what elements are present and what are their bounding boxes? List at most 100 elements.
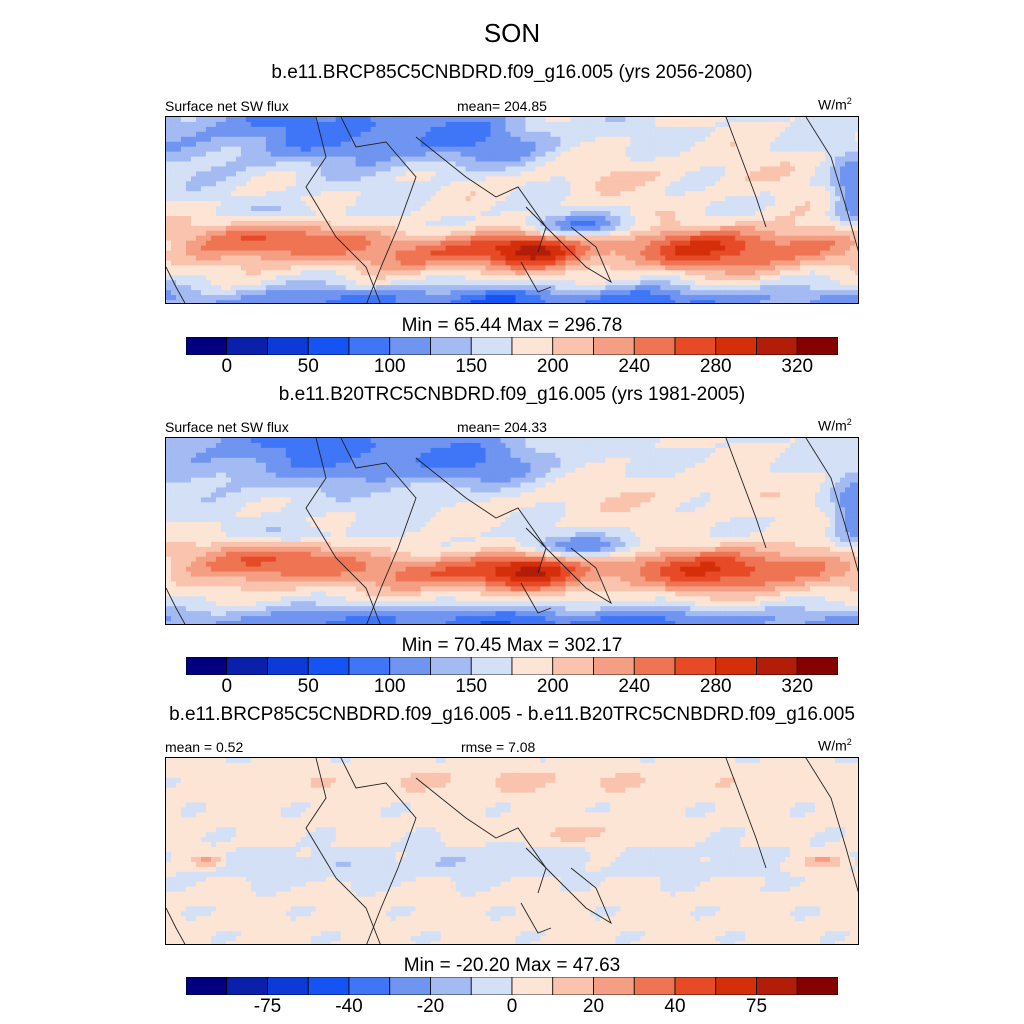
colorbar-swatch xyxy=(389,336,431,356)
colorbar-swatch xyxy=(185,336,228,356)
colorbar-swatch xyxy=(715,976,757,996)
panel2-units: W/m2 xyxy=(818,417,852,434)
colorbar-swatch xyxy=(307,656,350,676)
colorbar-swatch xyxy=(389,976,431,996)
panel3-mean-label: mean = 0.52 xyxy=(165,739,244,755)
panel1-left-label: Surface net SW flux xyxy=(165,98,289,114)
colorbar-swatch xyxy=(185,656,228,676)
panel2-case-title: b.e11.B20TRC5CNBDRD.f09_g16.005 (yrs 198… xyxy=(278,384,746,405)
colorbar-swatch xyxy=(756,976,798,996)
colorbar-swatch xyxy=(470,656,513,676)
panel2-left-label: Surface net SW flux xyxy=(165,419,289,435)
colorbar-tick-label: 200 xyxy=(536,676,569,697)
colorbar-tick-label: 0 xyxy=(221,676,233,697)
colorbar-tick-label: 280 xyxy=(699,356,732,377)
colorbar-swatch xyxy=(756,656,798,676)
colorbar-tick-label: 150 xyxy=(455,356,488,377)
coastline xyxy=(305,117,381,303)
coastline xyxy=(166,587,186,624)
panel1-map-svg xyxy=(166,117,858,303)
colorbar-swatch xyxy=(674,336,717,356)
colorbar-swatch xyxy=(348,656,391,676)
colorbar-swatch xyxy=(307,336,350,356)
colorbar-swatch xyxy=(552,336,594,356)
colorbar-swatch xyxy=(267,976,309,996)
colorbar-swatch xyxy=(511,656,554,676)
panel3-map xyxy=(165,757,859,945)
colorbar-swatch xyxy=(226,336,268,356)
colorbar-tick-label: 280 xyxy=(699,676,732,697)
coastline xyxy=(725,438,767,549)
colorbar-swatch xyxy=(430,656,472,676)
colorbar-swatch xyxy=(633,976,676,996)
colorbar-tick-label: 240 xyxy=(618,676,651,697)
field-cells xyxy=(166,438,858,624)
colorbar-tick-label: 40 xyxy=(664,996,686,1017)
colorbar-tick-label: 100 xyxy=(373,676,406,697)
coastline xyxy=(805,758,858,893)
panel3-colorbar: -75 -40 -20 0 20 40 75 xyxy=(185,976,839,1017)
coastline xyxy=(520,902,552,934)
colorbar-swatch xyxy=(593,336,635,356)
panel1-case-title: b.e11.BRCP85C5CNBDRD.f09_g16.005 (yrs 20… xyxy=(271,62,753,83)
colorbar-swatch xyxy=(796,336,839,356)
coastline xyxy=(166,907,186,944)
coastline xyxy=(805,117,858,252)
coastline xyxy=(525,206,612,284)
panel3-minmax: Min = -20.20 Max = 47.63 xyxy=(403,955,621,976)
colorbar-swatch xyxy=(511,336,554,356)
coastline xyxy=(725,758,767,869)
panel2-units-sup: 2 xyxy=(846,417,852,427)
colorbar-swatch xyxy=(430,976,472,996)
colorbar-swatch xyxy=(593,656,635,676)
colorbar-svg xyxy=(185,336,839,356)
coastline xyxy=(520,582,552,614)
colorbar-tick-label: 320 xyxy=(781,676,814,697)
colorbar-swatch xyxy=(348,976,391,996)
colorbar-tick-label: -20 xyxy=(416,996,445,1017)
colorbar-swatch xyxy=(715,336,757,356)
colorbar-tick-label: 0 xyxy=(506,996,518,1017)
panel2-mean-label: mean= 204.33 xyxy=(457,419,547,435)
panel2-map xyxy=(165,437,859,625)
field-cells xyxy=(166,117,858,303)
colorbar-swatch xyxy=(552,976,594,996)
colorbar-swatch xyxy=(185,976,228,996)
panel2-units-base: W/m xyxy=(818,417,847,434)
colorbar-tick-label: 50 xyxy=(297,356,319,377)
coastline xyxy=(340,438,417,624)
colorbar-swatch xyxy=(674,976,717,996)
colorbar-swatch xyxy=(715,656,757,676)
colorbar-svg xyxy=(185,656,839,676)
colorbar-swatch xyxy=(796,976,839,996)
colorbar-svg xyxy=(185,976,839,996)
coastline xyxy=(520,261,552,293)
field-cells xyxy=(166,758,858,944)
coastline xyxy=(725,117,767,228)
panel3-map-svg xyxy=(166,758,858,944)
colorbar-swatch xyxy=(470,336,513,356)
colorbar-swatch xyxy=(470,976,513,996)
panel3-units-sup: 2 xyxy=(846,737,852,747)
coastline xyxy=(305,438,381,624)
colorbar-swatch xyxy=(226,656,268,676)
panel2-minmax: Min = 70.45 Max = 302.17 xyxy=(401,635,623,656)
panel2-map-svg xyxy=(166,438,858,624)
colorbar-tick-label: 100 xyxy=(373,356,406,377)
colorbar-tick-label: 150 xyxy=(455,676,488,697)
colorbar-swatch xyxy=(511,976,554,996)
coastline xyxy=(525,527,612,605)
coastline xyxy=(340,117,417,303)
colorbar-swatch xyxy=(633,336,676,356)
colorbar-swatch xyxy=(674,656,717,676)
colorbar-tick-label: 20 xyxy=(582,996,605,1017)
panel2-colorbar: 0 50 100 150 200 240 280 320 xyxy=(185,656,839,697)
colorbar-swatch xyxy=(348,336,391,356)
panel1-map xyxy=(165,116,859,304)
panel1-units-sup: 2 xyxy=(846,96,852,106)
colorbar-tick-label: 0 xyxy=(221,356,233,377)
colorbar-tick-label: 200 xyxy=(536,356,569,377)
panel3-units-base: W/m xyxy=(818,737,847,754)
colorbar-swatch xyxy=(389,656,431,676)
coastline xyxy=(166,266,186,303)
